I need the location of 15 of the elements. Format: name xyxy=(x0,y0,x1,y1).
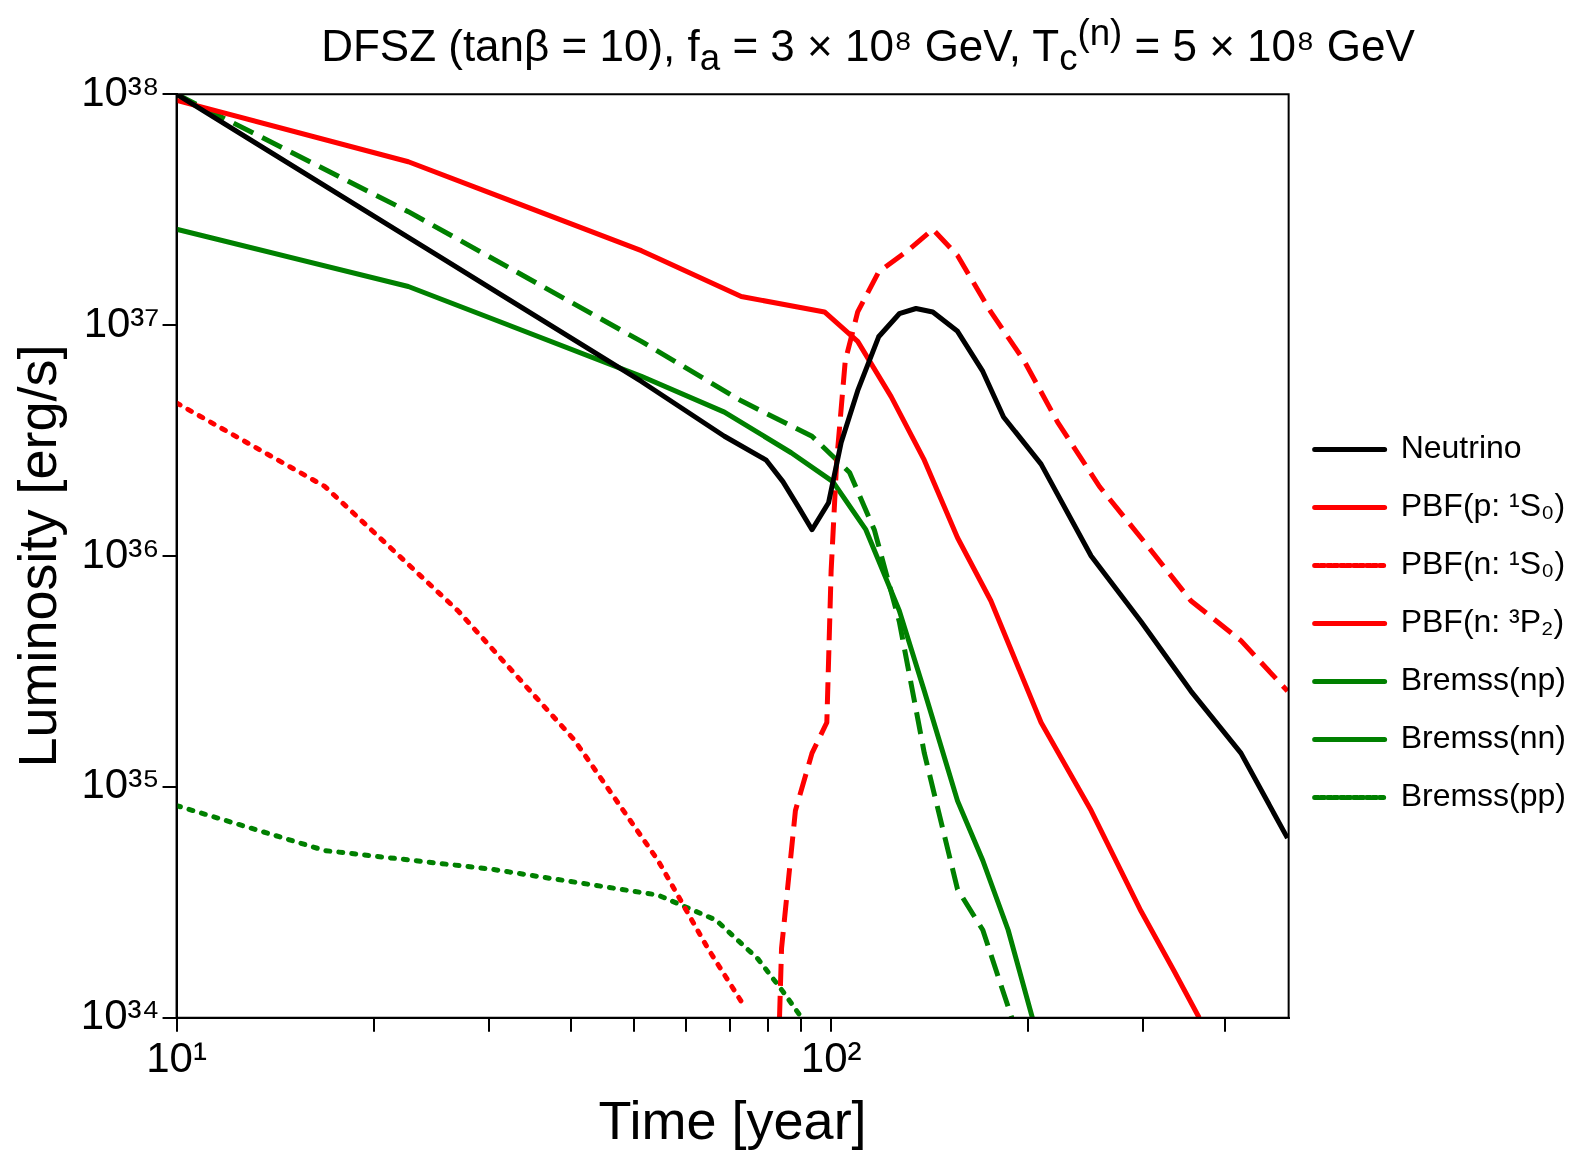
x-tick-label: 10² xyxy=(800,1033,862,1081)
legend-label: PBF(n: ¹S₀) xyxy=(1400,545,1566,582)
x-axis-title: Time [year] xyxy=(598,1090,867,1151)
y-tick-label: 10³⁸ xyxy=(81,67,160,115)
legend-label: PBF(p: ¹S₀) xyxy=(1400,487,1566,524)
legend-label: Bremss(np) xyxy=(1400,661,1566,698)
y-tick-label: 10³⁶ xyxy=(81,529,160,577)
legend-label: Bremss(nn) xyxy=(1400,719,1566,756)
y-axis-title: Luminosity [erg/s] xyxy=(7,344,68,768)
legend-label: Bremss(pp) xyxy=(1400,777,1566,814)
legend-label: Neutrino xyxy=(1400,429,1522,466)
y-tick-label: 10³⁷ xyxy=(83,298,160,346)
y-tick-label: 10³⁵ xyxy=(81,760,160,808)
chart-title: DFSZ (tanβ = 10), f$_{a}$ = 3 × 10⁸ GeV, T$_{c}$$^{(n)}$ = 5 × 10⁸ GeV xyxy=(320,11,1416,79)
legend-label: PBF(n: ³P₂) xyxy=(1400,603,1565,640)
